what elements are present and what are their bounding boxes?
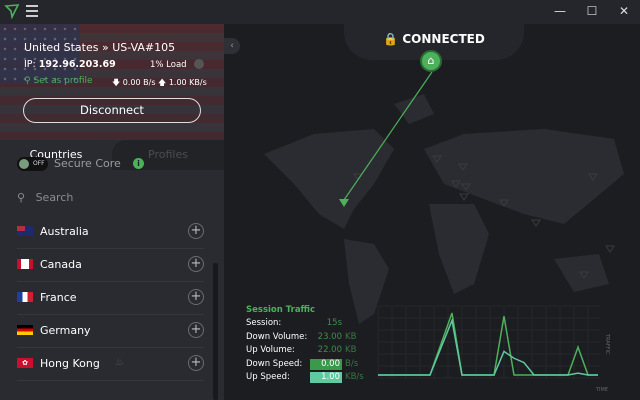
australia-flag-icon xyxy=(17,226,33,236)
title-bar: — ☐ ✕ xyxy=(0,0,640,24)
up-speed-label: Up Speed: xyxy=(246,372,290,382)
secure-core-toggle[interactable]: OFF xyxy=(17,157,48,171)
tab-profiles[interactable]: Profiles xyxy=(112,140,224,170)
ip-address: 192.96.203.69 xyxy=(38,59,116,70)
lock-icon: 🔒 xyxy=(383,32,399,46)
down-speed-unit: B/s xyxy=(345,358,359,369)
up-speed-unit: KB/s xyxy=(345,372,364,382)
session-traffic-panel: Session Traffic Session: 15s Down Volume:… xyxy=(246,305,378,386)
home-location-icon: ⌂ xyxy=(420,50,442,72)
country-row-hong-kong[interactable]: ✿ Hong Kong ♨ + xyxy=(17,348,204,381)
us-flag-background xyxy=(0,24,80,84)
session-label: Session: xyxy=(246,318,282,328)
collapse-sidebar-button[interactable]: ‹ xyxy=(224,38,240,54)
up-volume-label: Up Volume: xyxy=(246,345,295,355)
search-icon: ⚲ xyxy=(17,191,26,204)
country-row-australia[interactable]: Australia + xyxy=(17,216,204,249)
search-input[interactable]: ⚲ Search xyxy=(17,191,74,204)
load-indicator-icon xyxy=(194,59,204,69)
down-speed-label: Down Speed: xyxy=(246,358,303,369)
connect-plus-button[interactable]: + xyxy=(188,355,204,371)
world-map: 🔒 CONNECTED xyxy=(224,24,640,400)
connect-plus-button[interactable]: + xyxy=(188,322,204,338)
down-volume-unit: KB xyxy=(345,331,357,342)
hamburger-menu-icon[interactable] xyxy=(26,5,38,17)
down-volume-label: Down Volume: xyxy=(246,331,308,342)
upload-rate: 1.00 KB/s xyxy=(168,78,207,87)
streaming-feature-icon: ♨ xyxy=(115,357,124,368)
download-rate: 0.00 B/s xyxy=(122,78,156,87)
disconnect-button[interactable]: Disconnect xyxy=(23,98,201,123)
protonvpn-logo-icon xyxy=(4,4,20,19)
country-list-scrollbar[interactable] xyxy=(213,263,218,400)
connected-location-marker-icon xyxy=(339,199,349,207)
sidebar: United States » US-VA#105 IP: 192.96.203… xyxy=(0,24,224,400)
world-map-shapes xyxy=(264,71,624,324)
up-volume-unit: KB xyxy=(345,345,357,355)
canada-flag-icon xyxy=(17,259,33,269)
country-list: Australia + Canada + France + Germany + ✿ Hon… xyxy=(0,216,212,381)
france-flag-icon xyxy=(17,292,33,302)
server-load: 1% Load xyxy=(150,60,187,70)
country-row-canada[interactable]: Canada + xyxy=(17,249,204,282)
secure-core-label: Secure Core xyxy=(54,157,121,170)
connect-plus-button[interactable]: + xyxy=(188,289,204,305)
minimize-button[interactable]: — xyxy=(554,4,566,18)
down-speed-value: 0.00 xyxy=(310,358,342,370)
hong-kong-flag-icon: ✿ xyxy=(17,358,33,368)
info-icon[interactable]: i xyxy=(133,158,144,169)
close-button[interactable]: ✕ xyxy=(618,4,630,18)
up-speed-value: 1.00 xyxy=(310,372,342,383)
down-volume-value: 23.00 xyxy=(317,331,342,342)
ip-label: IP: xyxy=(24,59,36,70)
upload-icon: 🡅 xyxy=(158,78,167,87)
connection-panel: United States » US-VA#105 IP: 192.96.203… xyxy=(0,24,224,140)
germany-flag-icon xyxy=(17,325,33,335)
maximize-button[interactable]: ☐ xyxy=(586,4,598,18)
server-name: United States » US-VA#105 xyxy=(24,41,176,54)
country-row-germany[interactable]: Germany + xyxy=(17,315,204,348)
up-volume-value: 22.00 xyxy=(317,345,342,355)
connect-plus-button[interactable]: + xyxy=(188,223,204,239)
set-as-profile-link[interactable]: ⚲ Set as profile xyxy=(24,76,93,86)
download-icon: 🡇 xyxy=(112,78,121,87)
session-value: 15s xyxy=(326,318,342,328)
country-row-france[interactable]: France + xyxy=(17,282,204,315)
connect-plus-button[interactable]: + xyxy=(188,256,204,272)
session-traffic-title: Session Traffic xyxy=(246,305,316,315)
